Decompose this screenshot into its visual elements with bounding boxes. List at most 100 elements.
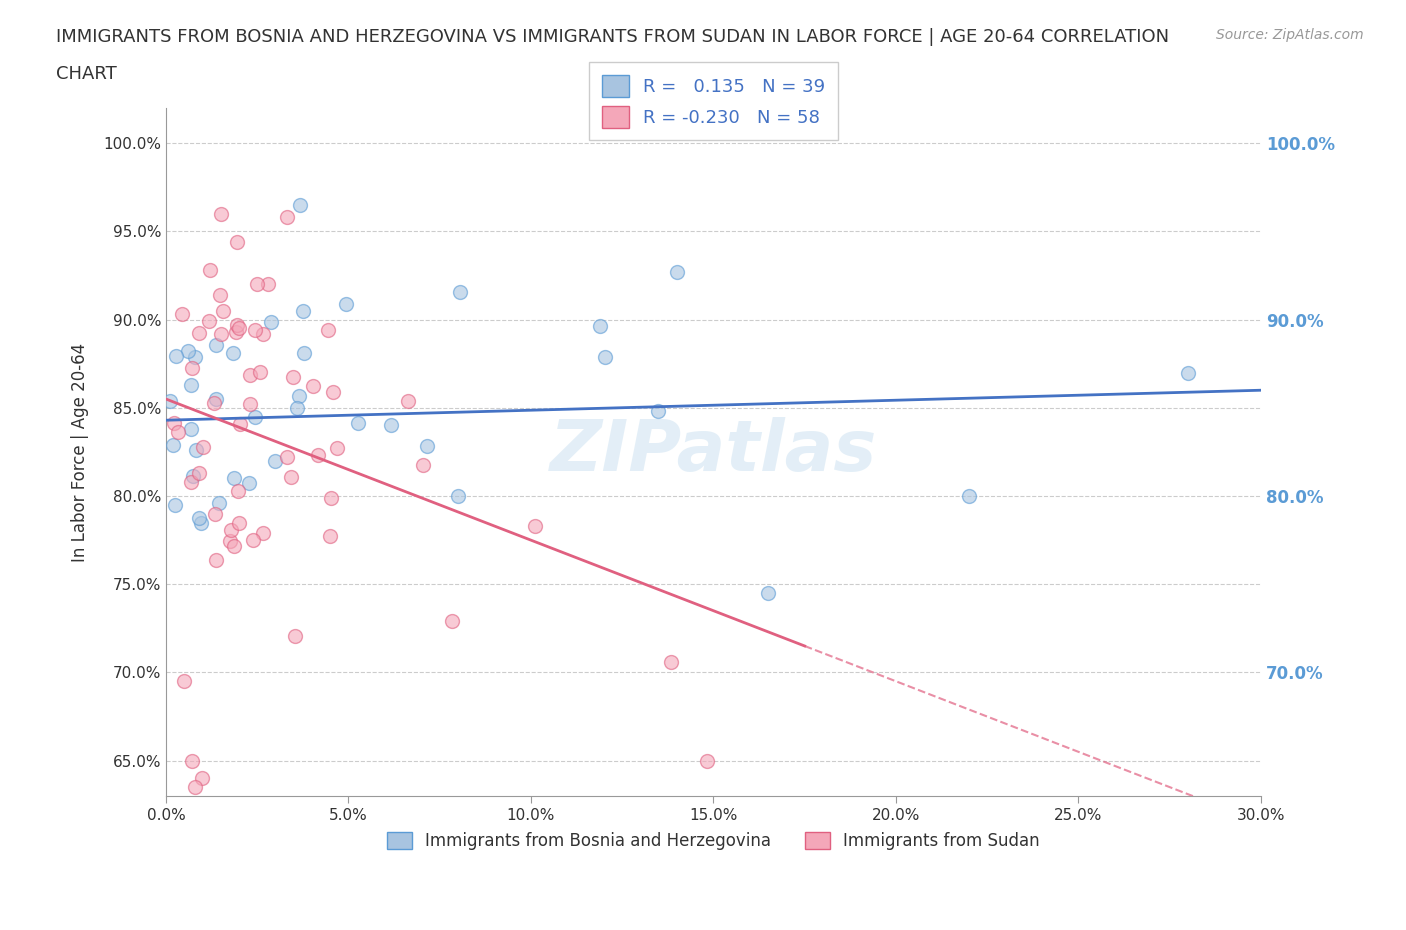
- Point: [412, 458, 434, 472]
- Point: [184, 350, 207, 365]
- Point: [280, 470, 302, 485]
- Point: [184, 779, 207, 794]
- Point: [181, 468, 204, 483]
- Point: [249, 365, 271, 379]
- Point: [276, 449, 298, 464]
- Point: [523, 518, 546, 533]
- Text: CHART: CHART: [56, 65, 117, 83]
- Point: [396, 393, 419, 408]
- Point: [208, 496, 231, 511]
- Point: [229, 416, 252, 431]
- Point: [219, 523, 242, 538]
- Point: [212, 303, 235, 318]
- Point: [165, 349, 187, 364]
- Point: [180, 378, 202, 392]
- Point: [595, 350, 617, 365]
- Point: [239, 367, 262, 382]
- Point: [170, 307, 193, 322]
- Point: [162, 437, 184, 452]
- Point: [204, 506, 226, 521]
- Point: [205, 392, 228, 406]
- Point: [246, 277, 269, 292]
- Point: [263, 454, 285, 469]
- Point: [283, 369, 305, 384]
- Point: [756, 586, 779, 601]
- Point: [291, 304, 314, 319]
- Point: [447, 488, 470, 503]
- Point: [288, 388, 311, 403]
- Point: [167, 424, 190, 439]
- Point: [226, 318, 249, 333]
- Point: [416, 438, 439, 453]
- Point: [204, 552, 226, 567]
- Point: [326, 440, 349, 455]
- Point: [440, 614, 463, 629]
- Point: [205, 338, 228, 352]
- Text: Source: ZipAtlas.com: Source: ZipAtlas.com: [1216, 28, 1364, 42]
- Point: [224, 471, 246, 485]
- Point: [319, 529, 342, 544]
- Point: [187, 326, 209, 340]
- Point: [218, 533, 240, 548]
- Point: [221, 345, 243, 360]
- Point: [292, 346, 315, 361]
- Legend: Immigrants from Bosnia and Herzegovina, Immigrants from Sudan: Immigrants from Bosnia and Herzegovina, …: [381, 825, 1046, 857]
- Point: [180, 421, 202, 436]
- Y-axis label: In Labor Force | Age 20-64: In Labor Force | Age 20-64: [72, 342, 89, 562]
- Point: [239, 396, 262, 411]
- Point: [276, 209, 298, 224]
- Point: [184, 443, 207, 458]
- Point: [224, 538, 246, 553]
- Point: [307, 448, 329, 463]
- Point: [225, 235, 247, 250]
- Point: [173, 674, 195, 689]
- Point: [696, 753, 718, 768]
- Point: [208, 287, 231, 302]
- Point: [285, 401, 308, 416]
- Point: [260, 314, 283, 329]
- Point: [302, 379, 325, 393]
- Point: [191, 439, 214, 454]
- Point: [209, 206, 232, 221]
- Point: [200, 262, 222, 277]
- Text: IMMIGRANTS FROM BOSNIA AND HERZEGOVINA VS IMMIGRANTS FROM SUDAN IN LABOR FORCE |: IMMIGRANTS FROM BOSNIA AND HERZEGOVINA V…: [56, 28, 1170, 46]
- Text: ZIPatlas: ZIPatlas: [550, 418, 877, 486]
- Point: [318, 323, 340, 338]
- Point: [159, 393, 181, 408]
- Point: [228, 321, 250, 336]
- Point: [202, 395, 225, 410]
- Point: [209, 326, 232, 341]
- Point: [1177, 365, 1199, 380]
- Point: [180, 360, 202, 375]
- Point: [243, 409, 266, 424]
- Point: [163, 498, 186, 512]
- Point: [198, 314, 221, 329]
- Point: [589, 318, 612, 333]
- Point: [228, 515, 250, 530]
- Point: [283, 629, 305, 644]
- Point: [243, 322, 266, 337]
- Point: [226, 484, 249, 498]
- Point: [322, 385, 344, 400]
- Point: [659, 655, 682, 670]
- Point: [449, 285, 471, 299]
- Point: [380, 417, 402, 432]
- Point: [225, 325, 247, 339]
- Point: [188, 465, 211, 480]
- Point: [187, 511, 209, 525]
- Point: [177, 343, 200, 358]
- Point: [252, 326, 274, 341]
- Point: [191, 771, 214, 786]
- Point: [957, 488, 980, 503]
- Point: [180, 474, 202, 489]
- Point: [257, 276, 280, 291]
- Point: [238, 476, 260, 491]
- Point: [190, 515, 212, 530]
- Point: [252, 525, 274, 540]
- Point: [180, 753, 202, 768]
- Point: [163, 415, 186, 430]
- Point: [288, 197, 311, 212]
- Point: [647, 404, 669, 418]
- Point: [242, 532, 264, 547]
- Point: [335, 296, 357, 311]
